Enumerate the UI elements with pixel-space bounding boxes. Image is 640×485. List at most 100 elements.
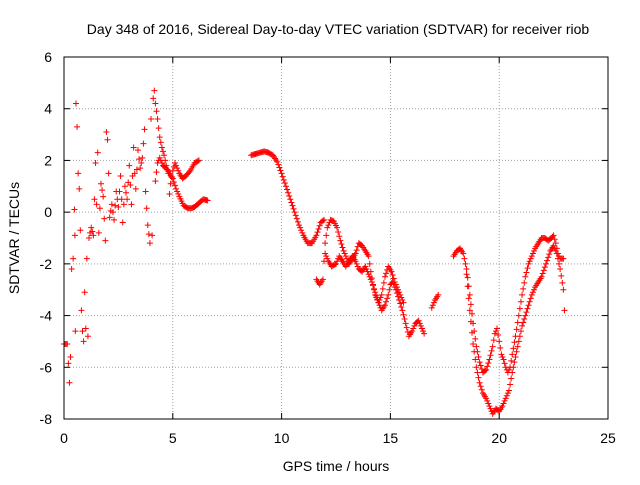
data-point [473,343,480,350]
data-point [291,209,298,216]
data-point [353,247,360,254]
data-point [544,257,551,264]
data-point [153,169,160,176]
data-point [467,301,474,308]
data-point [154,116,161,123]
data-point [155,125,162,132]
data-point [393,290,400,297]
data-point [483,366,490,373]
data-point [503,392,510,399]
data-point [70,255,77,262]
data-point [338,241,345,248]
data-point [508,357,515,364]
data-point [524,305,531,312]
data-point [501,397,508,404]
data-point [97,180,104,187]
data-point [83,255,90,262]
data-point [526,258,533,265]
data-point [435,291,442,298]
data-point [71,206,78,213]
x-tick-label: 0 [60,430,68,446]
data-point [392,286,399,293]
data-point [429,302,436,309]
data-point [131,170,138,177]
data-point [529,289,536,296]
data-point [364,268,371,275]
data-point [516,333,523,340]
data-point [550,232,557,239]
data-point [520,285,527,292]
data-point [389,278,396,285]
data-point [463,266,470,273]
data-point [195,157,202,164]
data-point [174,165,181,172]
data-point [139,154,146,161]
data-point [398,303,405,310]
data-point [142,188,149,195]
data-point [156,154,163,161]
data-point [319,276,326,283]
data-point [515,338,522,345]
data-point [170,178,177,185]
data-point [400,311,407,318]
data-point [169,175,176,182]
data-point [282,183,289,190]
data-point [352,250,359,257]
data-point [395,293,402,300]
data-point [486,356,493,363]
data-point [76,185,83,192]
data-point [560,286,567,293]
data-point [157,157,164,164]
data-point [352,258,359,265]
data-point [541,264,548,271]
data-point [94,149,101,156]
data-point [323,232,330,239]
data-point [466,307,473,314]
data-point [340,247,347,254]
data-point [511,339,518,346]
data-point [521,316,528,323]
data-point [153,108,160,115]
data-point [146,240,153,247]
data-point [495,331,502,338]
data-point [540,267,547,274]
data-point [515,312,522,319]
data-point [401,316,408,323]
data-point [151,87,158,94]
data-point [486,403,493,410]
data-point [402,320,409,327]
data-point [324,224,331,231]
data-point [175,191,182,198]
data-point [470,341,477,348]
data-point [314,229,321,236]
data-point [551,236,558,243]
data-point [339,244,346,251]
data-point [124,196,131,203]
data-point [389,272,396,279]
data-point [528,291,535,298]
plot-frame [63,56,609,420]
data-point [529,250,536,257]
data-point [335,228,342,235]
data-point [173,162,180,169]
data-point [517,328,524,335]
x-tick-label: 20 [491,430,507,446]
data-point [416,320,423,327]
data-point [519,291,526,298]
data-point [77,227,84,234]
data-point [331,261,338,268]
data-point [476,359,483,366]
data-point [322,250,329,257]
data-point [117,172,124,179]
data-point [288,199,295,206]
data-points [61,87,568,417]
data-point [299,229,306,236]
data-point [365,253,372,260]
data-point [341,250,348,257]
data-point [524,265,531,272]
data-point [466,291,473,298]
data-point [90,232,97,239]
data-point [527,255,534,262]
data-point [390,275,397,282]
